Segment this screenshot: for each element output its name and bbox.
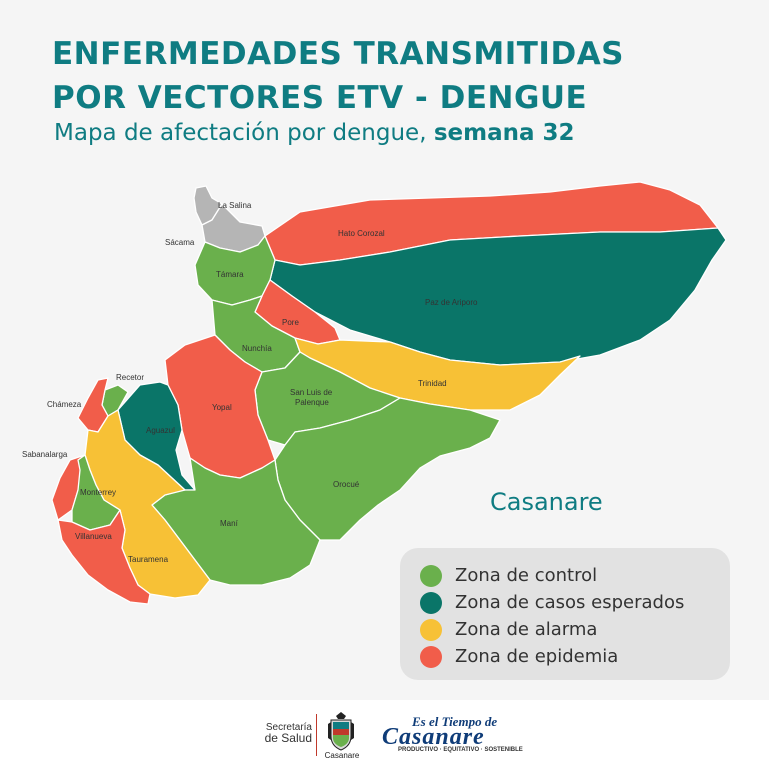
label-la-salina: La Salina (218, 201, 252, 210)
subtitle: Mapa de afectación por dengue, semana 32 (54, 120, 575, 146)
label-tauramena: Tauramena (128, 555, 169, 564)
legend-item-epidemia: Zona de epidemia (420, 643, 730, 670)
label-monterrey: Monterrey (80, 488, 116, 497)
casanare-crest-icon (328, 712, 354, 751)
legend-label-epidemia: Zona de epidemia (455, 646, 619, 667)
crest-label: Casanare (324, 751, 360, 760)
label-paz-de-ariporo: Paz de Ariporo (425, 298, 478, 307)
label-villanueva: Villanueva (75, 532, 112, 541)
label-orocue: Orocué (333, 480, 360, 489)
secretaria-salud-logo: Secretaría de Salud (248, 722, 312, 744)
legend-dot-epidemia (420, 645, 442, 668)
legend-dot-control (420, 564, 442, 587)
brand-top: Es el Tiempo de (412, 714, 498, 729)
brand-tagline: PRODUCTIVO · EQUITATIVO · SOSTENIBLE (398, 747, 523, 753)
label-san-luis-de-palenque: San Luis de (290, 388, 333, 397)
legend-label-esperados: Zona de casos esperados (455, 592, 685, 613)
municipality-villanueva[interactable] (57, 509, 151, 605)
label-chameza: Chámeza (47, 400, 82, 409)
map-labels: La Salina Sácama Hato Corozal Paz de Ari… (22, 201, 478, 564)
subtitle-prefix: Mapa de afectación por dengue, (54, 120, 427, 146)
label-pore: Pore (282, 318, 299, 327)
label-recetor: Recetor (116, 373, 144, 382)
footer-divider (316, 714, 317, 756)
secretaria-line-1: Secretaría (265, 722, 312, 733)
label-trinidad: Trinidad (418, 379, 447, 388)
label-sabanalarga: Sabanalarga (22, 450, 68, 459)
label-mani: Maní (220, 519, 239, 528)
legend-item-esperados: Zona de casos esperados (420, 589, 730, 616)
brand-logo: Es el Tiempo de Casanare PRODUCTIVO · EQ… (382, 714, 523, 758)
legend-dot-alarma (420, 618, 442, 641)
label-san-luis-de-palenque-2: Palenque (295, 398, 329, 407)
label-nunchia: Nunchía (242, 344, 272, 353)
label-tamara: Támara (216, 270, 244, 279)
label-sacama: Sácama (165, 238, 195, 247)
label-hato-corozal: Hato Corozal (338, 229, 385, 238)
brand-main: Casanare (382, 724, 485, 750)
legend-label-alarma: Zona de alarma (455, 619, 598, 640)
subtitle-week: semana 32 (433, 120, 575, 146)
casanare-map: La Salina Sácama Hato Corozal Paz de Ari… (22, 181, 727, 605)
title-line-1: ENFERMEDADES TRANSMITIDAS (52, 36, 625, 72)
legend: Zona de control Zona de casos esperados … (400, 548, 730, 680)
label-yopal: Yopal (212, 403, 232, 412)
title-line-2: POR VECTORES ETV - DENGUE (52, 80, 588, 116)
legend-item-alarma: Zona de alarma (420, 616, 730, 643)
secretaria-line-2: de Salud (264, 731, 312, 745)
legend-dot-esperados (420, 591, 442, 614)
label-aguazul: Aguazul (146, 426, 175, 435)
legend-item-control: Zona de control (420, 562, 730, 589)
legend-label-control: Zona de control (455, 565, 598, 586)
footer: Secretaría de Salud Casanare Es el Tiemp… (0, 700, 769, 768)
region-name: Casanare (490, 488, 603, 516)
municipality-paz-de-ariporo[interactable] (269, 227, 727, 366)
